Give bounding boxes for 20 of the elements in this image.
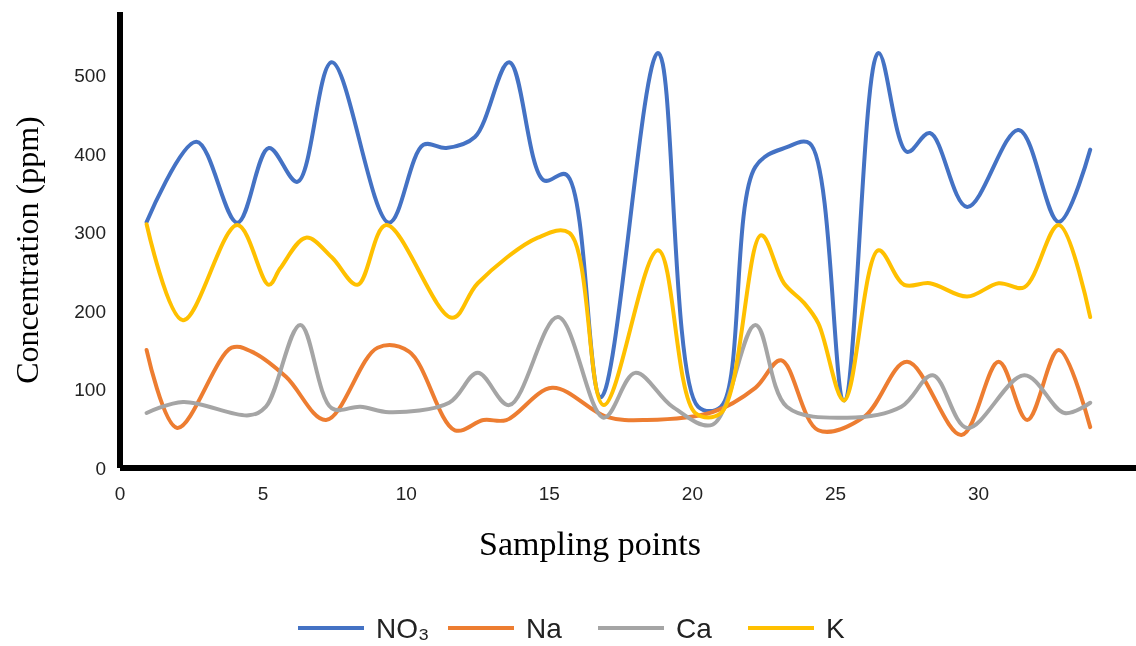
legend-label: NO₃ — [376, 613, 430, 644]
x-tick-label: 30 — [968, 483, 990, 504]
x-tick-label: 5 — [257, 483, 269, 504]
x-axis-title: Sampling points — [479, 525, 701, 562]
y-tick-label: 200 — [74, 300, 106, 322]
x-tick-label: 15 — [538, 483, 560, 504]
y-axis-title: Concentration (ppm) — [9, 116, 45, 384]
legend-label: Ca — [676, 613, 713, 644]
x-tick-label: 20 — [681, 483, 703, 504]
legend-label: K — [826, 613, 845, 644]
line-series — [144, 315, 1093, 430]
legend-label: Na — [526, 613, 563, 644]
y-tick-label: 300 — [74, 222, 106, 244]
x-tick-label: 0 — [114, 483, 126, 504]
x-tick-label: 10 — [395, 483, 417, 504]
y-tick-label: 500 — [74, 64, 106, 86]
x-tick-label: 25 — [824, 483, 847, 504]
y-tick-label: 0 — [95, 458, 106, 479]
y-tick-label: 100 — [74, 379, 106, 401]
y-tick-label: 400 — [74, 143, 106, 165]
